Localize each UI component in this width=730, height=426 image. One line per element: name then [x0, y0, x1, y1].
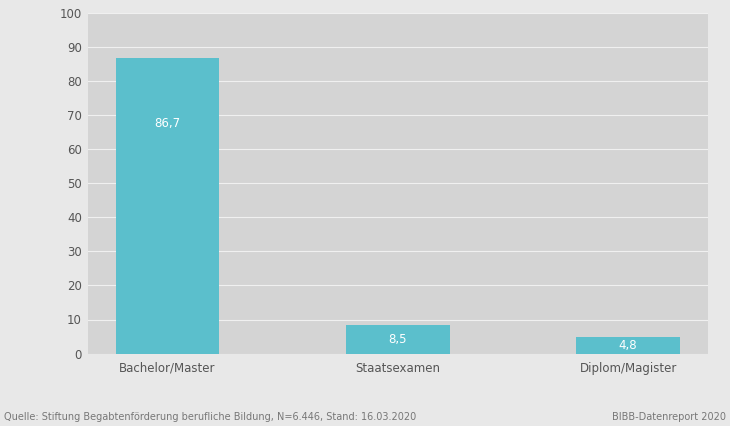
Bar — [116, 58, 220, 354]
Bar — [576, 337, 680, 354]
Text: 8,5: 8,5 — [388, 333, 407, 345]
Text: Quelle: Stiftung Begabtenförderung berufliche Bildung, N=6.446, Stand: 16.03.202: Quelle: Stiftung Begabtenförderung beruf… — [4, 412, 416, 422]
Text: 86,7: 86,7 — [155, 117, 180, 130]
Text: 4,8: 4,8 — [619, 339, 637, 352]
Text: BIBB-Datenreport 2020: BIBB-Datenreport 2020 — [612, 412, 726, 422]
Bar — [346, 325, 450, 354]
